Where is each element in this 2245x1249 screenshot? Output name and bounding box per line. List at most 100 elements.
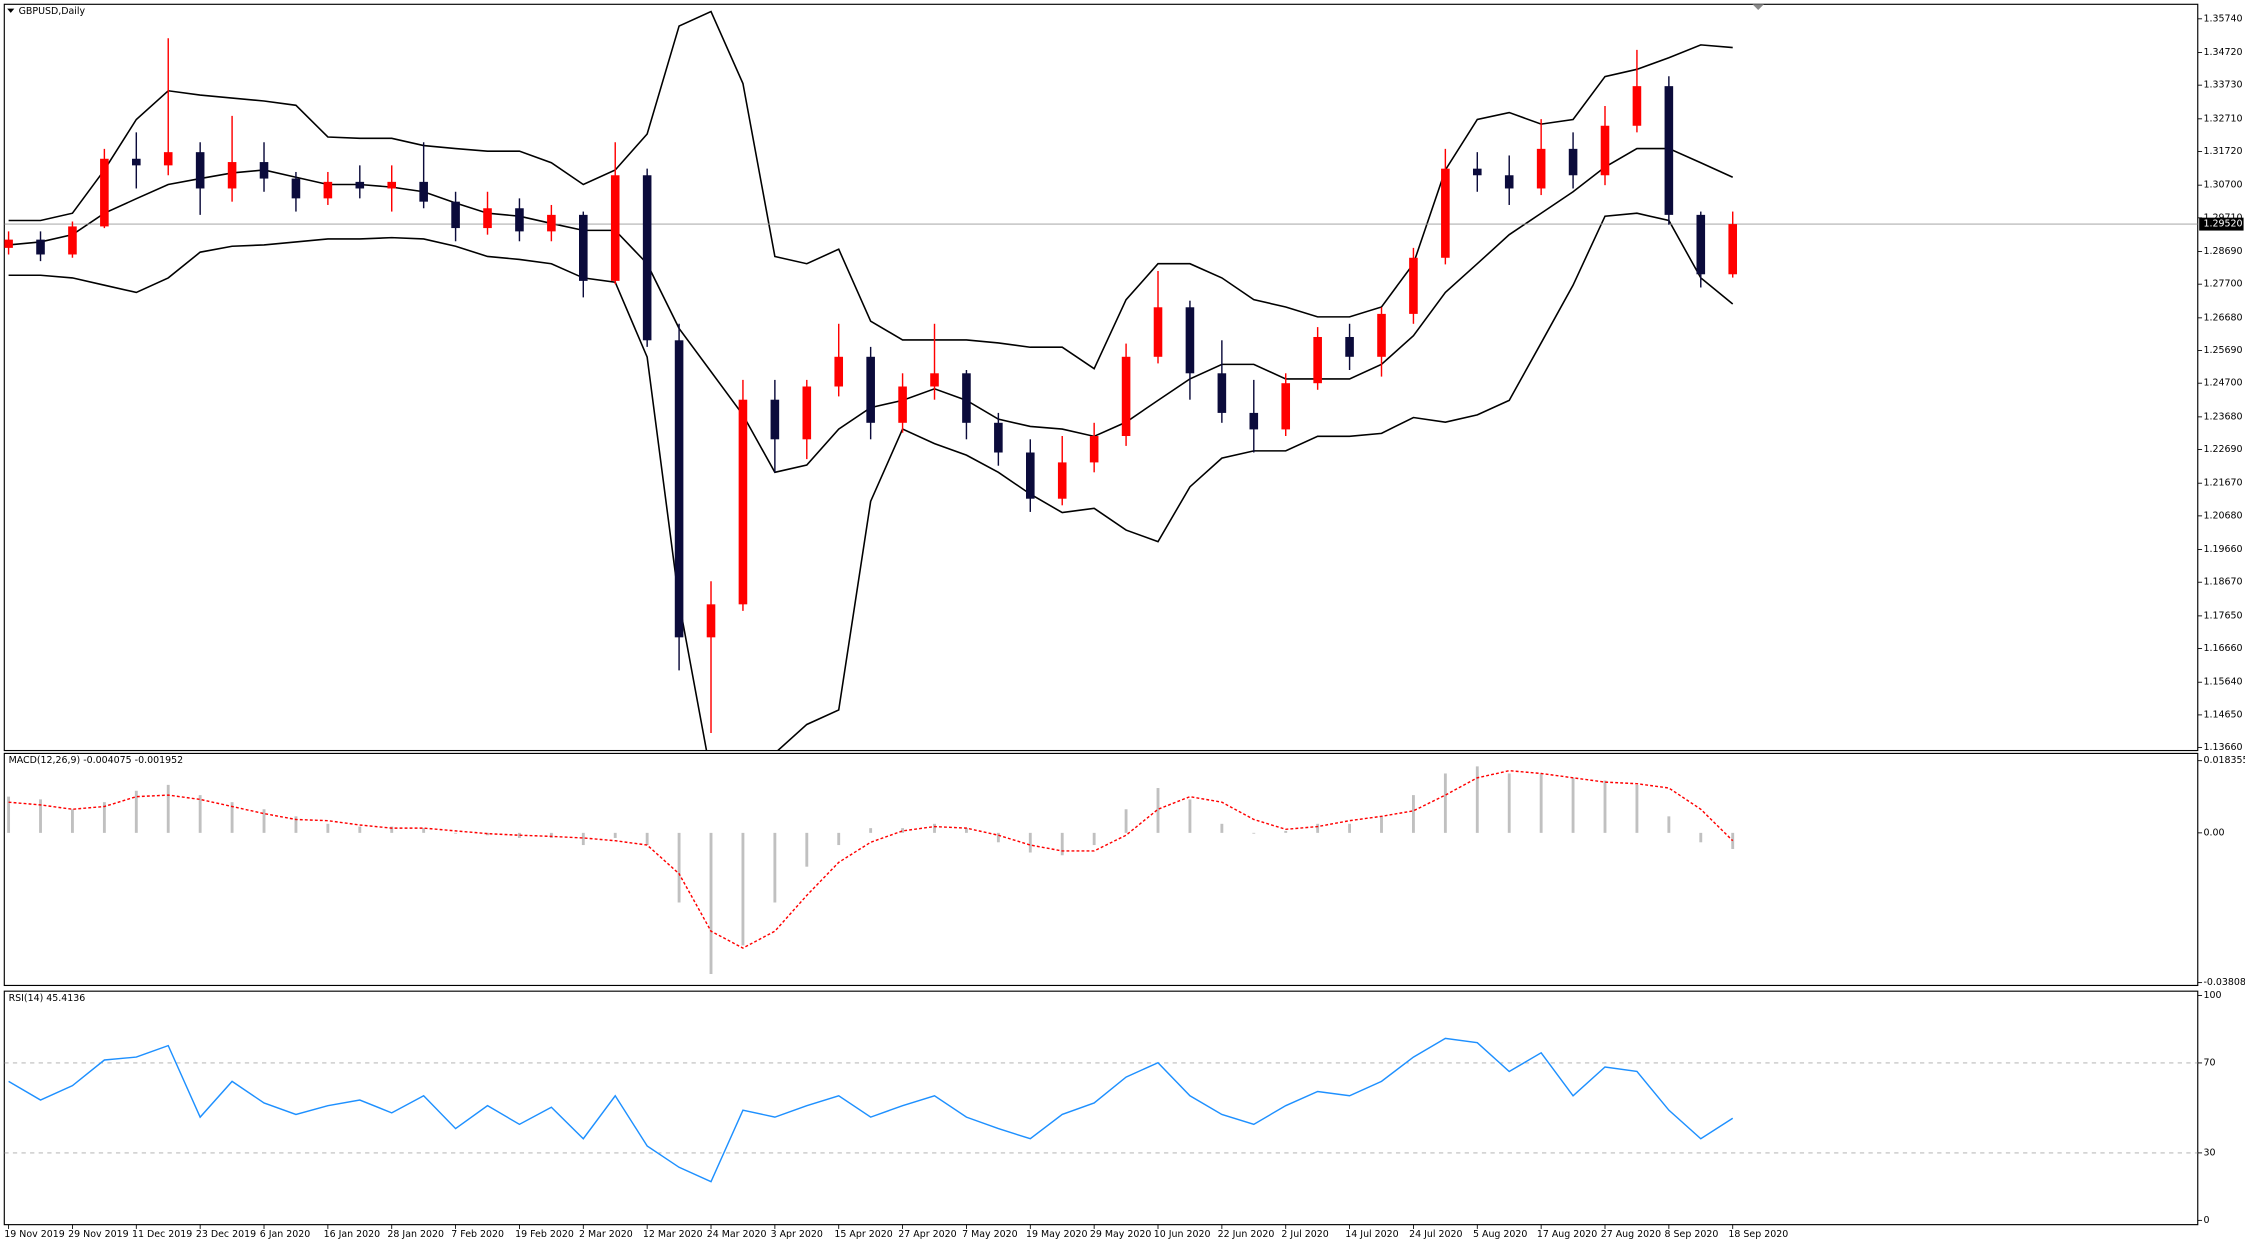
candle-body xyxy=(930,373,939,387)
candle-body xyxy=(1281,383,1291,430)
y-tick-label: 70 xyxy=(2203,1057,2215,1068)
candle-body xyxy=(1089,436,1099,463)
candle-body xyxy=(163,152,173,166)
y-tick-label: 1.24700 xyxy=(2203,378,2242,389)
y-tick-label: 1.27700 xyxy=(2203,279,2242,290)
candle-body xyxy=(1600,125,1610,176)
x-tick-label: 27 Apr 2020 xyxy=(898,1229,956,1240)
candle-body xyxy=(610,175,620,281)
x-tick-label: 29 Nov 2019 xyxy=(68,1229,128,1240)
chart-title: GBPUSD,Daily xyxy=(19,6,86,17)
candle-body xyxy=(1121,356,1131,437)
x-tick-label: 28 Jan 2020 xyxy=(387,1229,444,1240)
y-tick-label: 1.32710 xyxy=(2203,113,2242,124)
candle-body xyxy=(802,386,812,440)
candle-body xyxy=(1472,168,1482,176)
price-panel xyxy=(3,3,2199,752)
candle-body xyxy=(1185,307,1195,374)
candle-body xyxy=(706,604,716,638)
candle-body xyxy=(962,373,971,423)
x-tick-label: 11 Dec 2019 xyxy=(132,1229,192,1240)
candle-body xyxy=(291,178,301,199)
macd-title: MACD(12,26,9) -0.004075 -0.001952 xyxy=(9,755,184,766)
candle-body xyxy=(515,208,524,232)
candle-body xyxy=(1536,148,1546,189)
candle-body xyxy=(1696,214,1706,275)
y-tick-label: 100 xyxy=(2203,990,2221,1001)
y-tick-label: 1.25690 xyxy=(2203,345,2242,356)
candle-body xyxy=(898,386,907,423)
candle-body xyxy=(579,214,588,281)
x-tick-label: 7 May 2020 xyxy=(962,1229,1018,1240)
y-tick-label: 1.34720 xyxy=(2203,47,2242,58)
candle-body xyxy=(1057,462,1067,499)
candle-body xyxy=(1377,313,1386,357)
candle-body xyxy=(674,340,684,638)
current-price-box xyxy=(2199,217,2244,231)
y-tick-label: 1.35740 xyxy=(2203,13,2242,24)
y-tick-label: 1.23680 xyxy=(2203,411,2242,422)
candle-body xyxy=(68,226,77,255)
y-tick-label: 1.28690 xyxy=(2203,246,2242,257)
x-tick-label: 24 Mar 2020 xyxy=(707,1229,767,1240)
y-tick-label: 1.16660 xyxy=(2203,643,2242,654)
y-tick-label: 1.31720 xyxy=(2203,146,2242,157)
y-tick-label: 1.30700 xyxy=(2203,180,2242,191)
macd-panel xyxy=(3,752,2199,987)
x-tick-label: 23 Dec 2019 xyxy=(196,1229,256,1240)
candle-body xyxy=(1568,148,1578,176)
candle-body xyxy=(1249,412,1259,430)
x-tick-label: 27 Aug 2020 xyxy=(1601,1229,1661,1240)
candle-body xyxy=(1664,86,1674,215)
candle-body xyxy=(195,152,205,189)
x-tick-label: 10 Jun 2020 xyxy=(1154,1229,1211,1240)
menu-arrow xyxy=(7,8,15,13)
candle-body xyxy=(770,399,780,440)
candle-body xyxy=(994,422,1003,453)
candle-body xyxy=(866,356,875,423)
x-tick-label: 14 Jul 2020 xyxy=(1345,1229,1398,1240)
rsi-panel xyxy=(3,990,2199,1226)
x-tick-label: 2 Jul 2020 xyxy=(1281,1229,1328,1240)
x-tick-label: 19 Nov 2019 xyxy=(4,1229,64,1240)
y-tick-label: 0.00 xyxy=(2203,827,2224,838)
candle-body xyxy=(738,399,748,605)
plot-area xyxy=(4,10,2198,751)
x-tick-label: 15 Apr 2020 xyxy=(834,1229,892,1240)
candle-body xyxy=(387,181,397,189)
shift-marker xyxy=(1752,4,1764,11)
x-tick-label: 17 Aug 2020 xyxy=(1537,1229,1597,1240)
bollinger-lower xyxy=(8,212,1734,751)
candle-body xyxy=(1632,86,1642,126)
x-tick-label: 5 Aug 2020 xyxy=(1473,1229,1527,1240)
candle-body xyxy=(355,181,365,189)
x-tick-label: 24 Jul 2020 xyxy=(1409,1229,1462,1240)
candle-body xyxy=(642,175,652,341)
x-tick-label: 8 Sep 2020 xyxy=(1665,1229,1719,1240)
current-price-label: 1.29520 xyxy=(2203,219,2242,230)
x-tick-label: 18 Sep 2020 xyxy=(1728,1229,1788,1240)
candle-body xyxy=(1025,452,1035,499)
y-tick-label: 1.26680 xyxy=(2203,312,2242,323)
candle-body xyxy=(36,239,45,255)
x-tick-label: 19 Feb 2020 xyxy=(515,1229,574,1240)
x-tick-label: 2 Mar 2020 xyxy=(579,1229,633,1240)
candle-body xyxy=(259,162,269,179)
y-tick-label: 1.18670 xyxy=(2203,577,2242,588)
plot-area xyxy=(7,766,1735,975)
x-tick-label: 29 May 2020 xyxy=(1090,1229,1152,1240)
rsi-line xyxy=(8,1037,1734,1183)
candle-body xyxy=(419,181,428,202)
x-tick-label: 12 Mar 2020 xyxy=(643,1229,703,1240)
y-tick-label: 1.17650 xyxy=(2203,610,2242,621)
candle-body xyxy=(1153,307,1163,357)
candle-body xyxy=(132,158,141,166)
y-tick-label: 30 xyxy=(2203,1147,2215,1158)
y-tick-label: -0.03808 xyxy=(2203,977,2245,988)
candle-body xyxy=(323,181,333,199)
candle-body xyxy=(1728,224,1738,275)
x-tick-label: 6 Jan 2020 xyxy=(260,1229,311,1240)
